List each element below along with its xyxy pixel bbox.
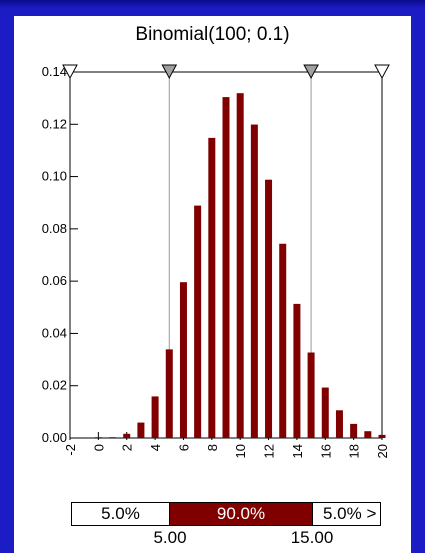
y-tick-label: 0.00 [42, 430, 67, 445]
bar [194, 205, 202, 438]
bar [137, 422, 145, 438]
bar [250, 124, 258, 438]
upper-limit-value: 15.00 [290, 528, 334, 547]
y-tick-label: 0.08 [42, 221, 67, 236]
bar [321, 387, 329, 438]
plot-area: 0.00 0.02 0.04 0.06 0.08 0.10 0.12 0.14 -2 0 2 4 6 8 1… [42, 64, 390, 458]
delimiter-marker [374, 64, 390, 80]
bar [307, 352, 315, 438]
bar [265, 179, 273, 439]
bar [335, 410, 343, 438]
bar [151, 396, 159, 438]
right-tail-percent: 5.0% > [312, 503, 380, 525]
bar [364, 431, 372, 438]
bar [378, 434, 386, 438]
x-tick-label: 0 [91, 444, 106, 451]
left-tail-percent: 5.0% [72, 503, 170, 525]
x-tick-label: 6 [176, 444, 191, 451]
bar [165, 349, 173, 438]
x-tick-label: 20 [375, 444, 390, 458]
bar [123, 433, 131, 438]
x-tick-label: 8 [205, 444, 220, 451]
middle-percent: 90.0% [170, 503, 312, 525]
percentile-bar: 5.0% 90.0% 5.0% > [71, 502, 381, 526]
y-tick-label: 0.04 [42, 325, 67, 340]
chart-title: Binomial(100; 0.1) [135, 24, 290, 45]
bar [350, 423, 358, 438]
x-tick-label: 12 [262, 444, 277, 458]
y-tick-label: 0.10 [42, 169, 67, 184]
y-tick-label: 0.02 [42, 378, 67, 393]
y-tick-label: 0.06 [42, 273, 67, 288]
delimiter-marker [303, 64, 319, 80]
lower-limit-value: 5.00 [153, 528, 187, 547]
bar [236, 93, 244, 438]
y-tick-label: 0.12 [42, 116, 67, 131]
x-tick-label: 10 [233, 444, 248, 458]
bar [293, 303, 301, 438]
x-tick-label: 14 [290, 444, 305, 458]
x-tick-label: 16 [318, 444, 333, 458]
bar [94, 437, 102, 438]
bar [222, 97, 230, 439]
bar [179, 282, 187, 438]
delimiter-marker [161, 64, 178, 80]
delimiter-marker [62, 64, 78, 80]
bar [109, 437, 117, 438]
bar [208, 137, 216, 438]
chart-panel: Binomial(100; 0.1) 0.00 0.02 0.04 0.06 0.08 0… [14, 16, 411, 553]
x-tick-label: 18 [347, 444, 362, 458]
bar [279, 243, 287, 438]
x-tick-label: 4 [148, 444, 163, 451]
x-tick-label: -2 [63, 444, 78, 456]
x-tick-label: 2 [120, 444, 135, 451]
y-tick-label: 0.14 [42, 64, 67, 79]
